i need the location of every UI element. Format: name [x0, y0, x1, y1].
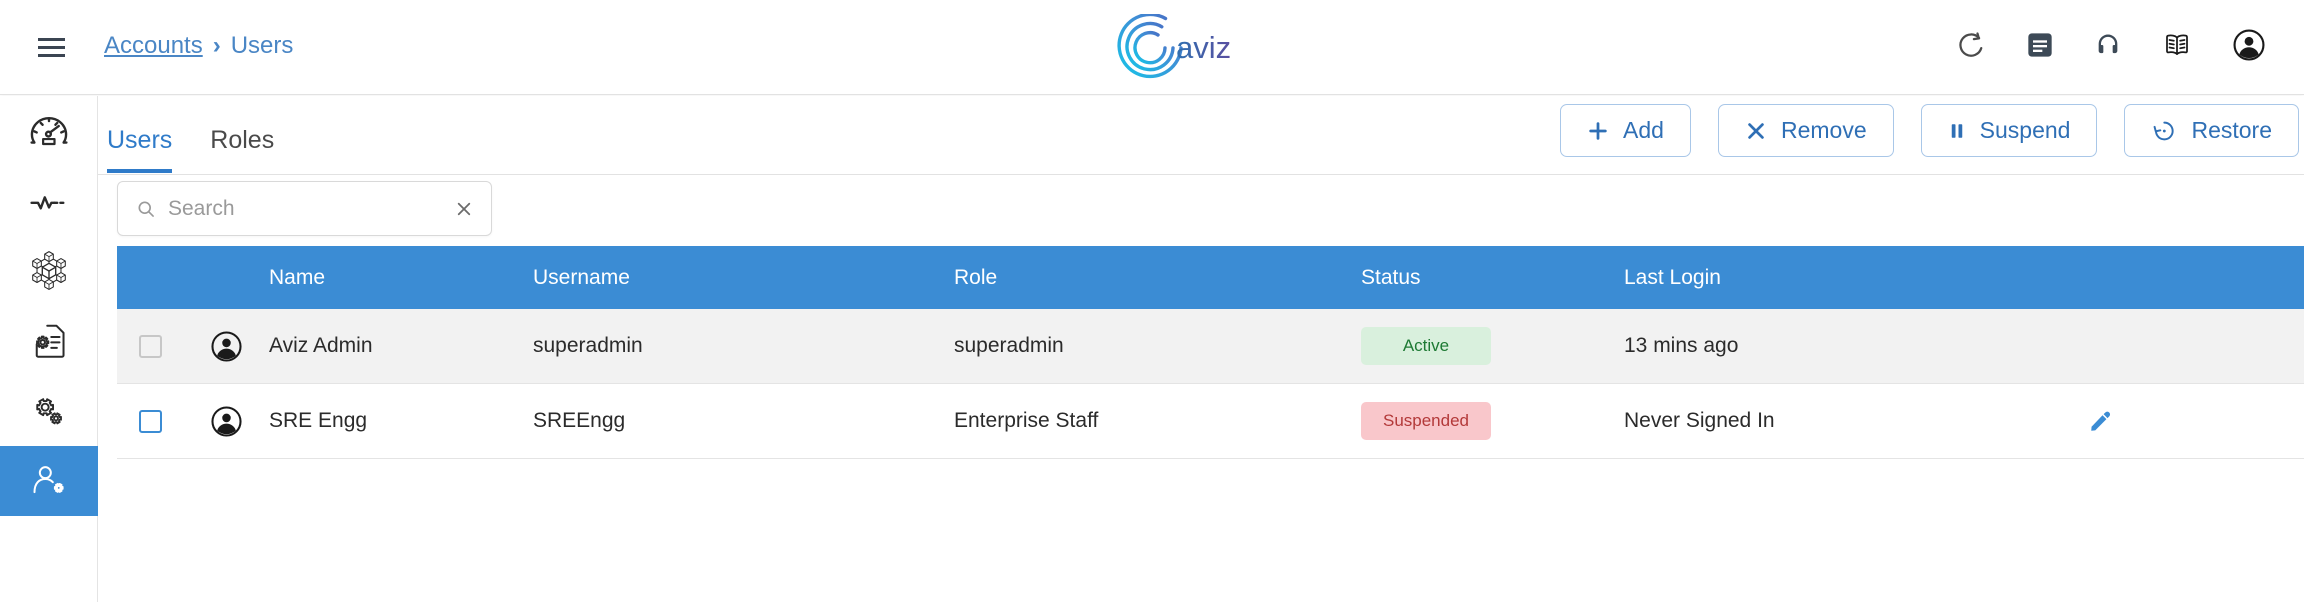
svg-text:aviz: aviz — [1176, 30, 1231, 65]
